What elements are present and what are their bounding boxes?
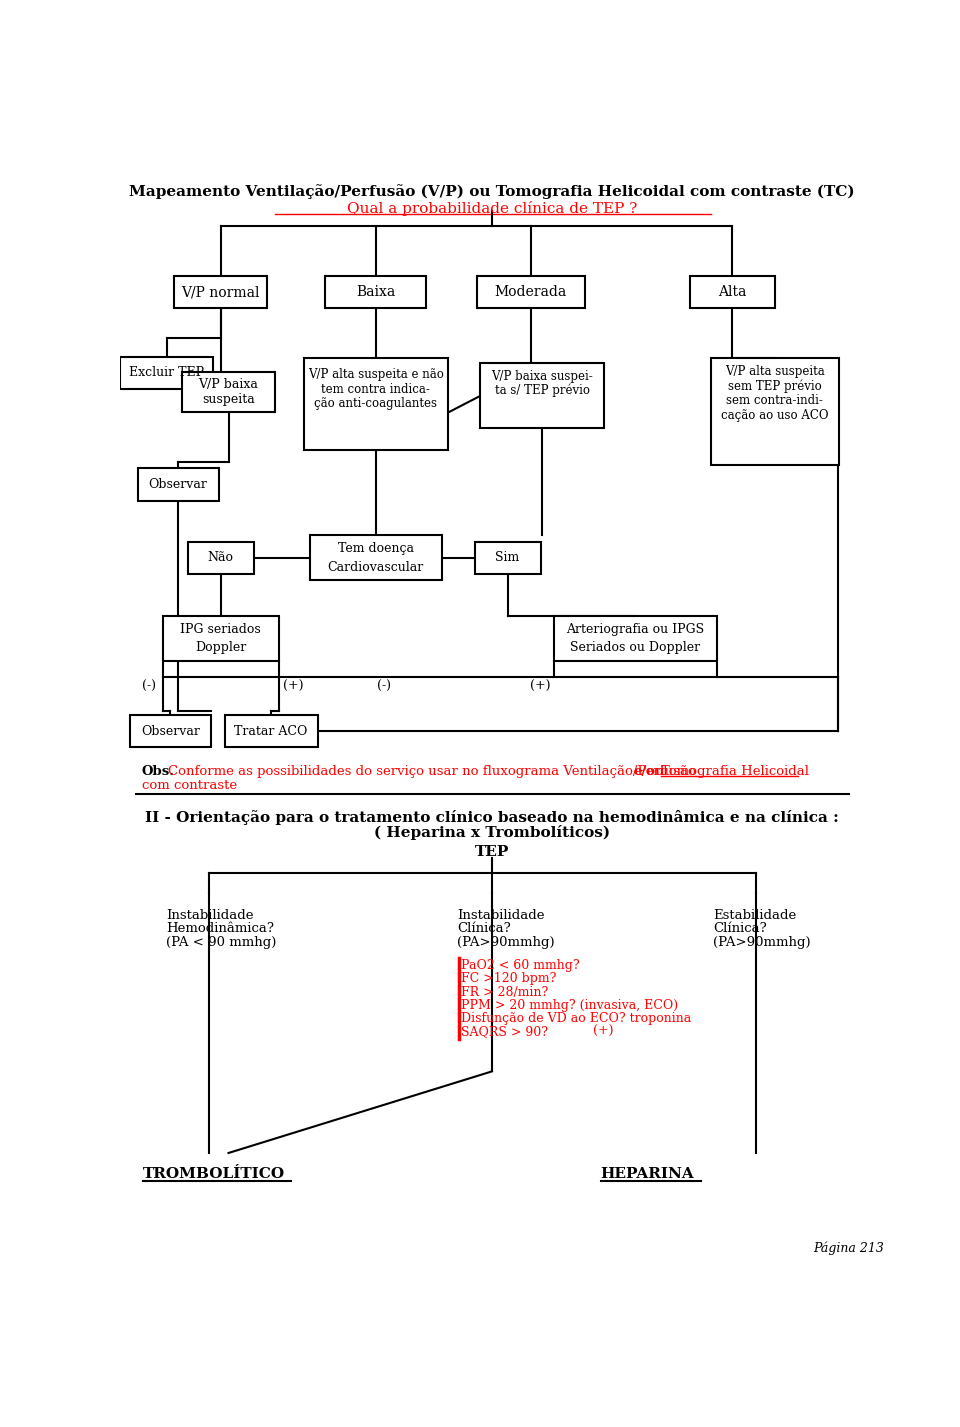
Text: (-): (-) [376, 679, 391, 694]
Text: ta s/ TEP prévio: ta s/ TEP prévio [494, 384, 589, 398]
Bar [475, 542, 540, 574]
Text: Instabilidade: Instabilidade [166, 909, 254, 922]
Text: Seriados ou Doppler: Seriados ou Doppler [570, 641, 701, 655]
Bar [689, 275, 775, 308]
Bar [225, 715, 318, 748]
Bar [175, 275, 267, 308]
Text: Clínica?: Clínica? [713, 922, 767, 936]
Text: (-): (-) [142, 679, 156, 694]
Bar [304, 358, 447, 450]
Text: Conforme as possibilidades do serviço usar no fluxograma Ventilação/Perfusão: Conforme as possibilidades do serviço us… [168, 765, 700, 778]
Text: (PA < 90 mmhg): (PA < 90 mmhg) [166, 936, 276, 949]
Text: Moderada: Moderada [494, 285, 566, 300]
Text: TEP: TEP [475, 845, 509, 859]
Text: (PA>90mmhg): (PA>90mmhg) [457, 936, 555, 949]
Text: Hemodinâmica?: Hemodinâmica? [166, 922, 275, 936]
Bar [711, 358, 839, 465]
Text: FC >120 bpm?: FC >120 bpm? [461, 972, 557, 986]
Text: Instabilidade: Instabilidade [457, 909, 544, 922]
Text: Tem doença: Tem doença [338, 542, 414, 555]
Text: PPM > 20 mmhg? (invasiva, ECO): PPM > 20 mmhg? (invasiva, ECO) [461, 999, 678, 1012]
Text: sem contra-indi-: sem contra-indi- [727, 394, 824, 407]
Text: suspeita: suspeita [203, 394, 254, 407]
Text: V/P alta suspeita e não: V/P alta suspeita e não [308, 368, 444, 381]
Text: TROMBOLÍTICO: TROMBOLÍTICO [143, 1167, 285, 1180]
Text: V/P baixa: V/P baixa [199, 378, 258, 391]
Text: Doppler: Doppler [195, 641, 247, 655]
Bar [554, 616, 717, 661]
Text: Excluir TEP: Excluir TEP [129, 367, 204, 380]
Text: sem TEP prévio: sem TEP prévio [728, 380, 822, 392]
Text: Tratar ACO: Tratar ACO [234, 725, 308, 738]
Bar [480, 362, 605, 428]
Text: HEPARINA: HEPARINA [601, 1167, 694, 1180]
Text: cação ao uso ACO: cação ao uso ACO [721, 408, 828, 422]
Bar [476, 275, 585, 308]
Text: Arteriografia ou IPGS: Arteriografia ou IPGS [566, 624, 705, 636]
Text: ção anti-coagulantes: ção anti-coagulantes [314, 397, 437, 410]
Text: Qual a probabilidade clínica de TEP ?: Qual a probabilidade clínica de TEP ? [347, 201, 637, 217]
Text: Mapeamento Ventilação/Perfusão (V/P) ou Tomografia Helicoidal com contraste (TC): Mapeamento Ventilação/Perfusão (V/P) ou … [130, 184, 854, 200]
Text: e/ou: e/ou [634, 765, 665, 778]
Bar [162, 616, 278, 661]
Bar [138, 468, 219, 501]
Text: Observar: Observar [149, 478, 207, 491]
Bar [182, 372, 275, 412]
Text: Estabilidade: Estabilidade [713, 909, 796, 922]
Text: II - Orientação para o tratamento clínico baseado na hemodinâmica e na clínica :: II - Orientação para o tratamento clínic… [145, 809, 839, 825]
Text: Não: Não [207, 551, 233, 564]
Text: Baixa: Baixa [356, 285, 396, 300]
Text: PaO2 < 60 mmhg?: PaO2 < 60 mmhg? [461, 959, 580, 972]
Text: (+): (+) [592, 1025, 613, 1037]
Text: tem contra indica-: tem contra indica- [322, 382, 430, 395]
Text: Sim: Sim [495, 551, 519, 564]
Text: V/P alta suspeita: V/P alta suspeita [725, 365, 825, 378]
Bar [130, 715, 211, 748]
Text: IPG seriados: IPG seriados [180, 624, 261, 636]
Bar [310, 535, 442, 581]
Bar [325, 275, 426, 308]
Bar [120, 357, 213, 390]
Text: (+): (+) [282, 679, 303, 694]
Text: Obs.: Obs. [142, 765, 175, 778]
Text: Observar: Observar [141, 725, 200, 738]
Text: V/P baixa suspei-: V/P baixa suspei- [492, 371, 593, 384]
Text: V/P normal: V/P normal [181, 285, 260, 300]
Text: Clínica?: Clínica? [457, 922, 511, 936]
Text: (+): (+) [530, 679, 550, 694]
Text: (PA>90mmhg): (PA>90mmhg) [713, 936, 810, 949]
Text: SAQRS > 90?: SAQRS > 90? [461, 1025, 548, 1037]
Text: Disfunção de VD ao ECO? troponina: Disfunção de VD ao ECO? troponina [461, 1012, 691, 1025]
Text: Cardiovascular: Cardiovascular [327, 561, 424, 574]
Text: Alta: Alta [718, 285, 747, 300]
Text: ( Heparina x Trombolíticos): ( Heparina x Trombolíticos) [374, 825, 610, 841]
Text: com contraste: com contraste [142, 779, 237, 792]
Text: FR > 28/min?: FR > 28/min? [461, 986, 548, 999]
Text: Tomografia Helicoidal: Tomografia Helicoidal [660, 765, 809, 778]
Bar [188, 542, 254, 574]
Text: Página 213: Página 213 [814, 1241, 884, 1256]
